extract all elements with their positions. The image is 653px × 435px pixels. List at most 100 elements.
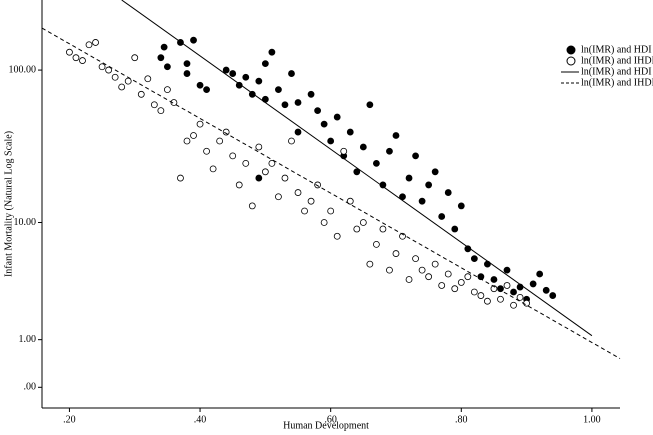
point [163, 86, 171, 94]
point [516, 293, 524, 301]
point [333, 232, 341, 240]
point [261, 168, 269, 176]
x-tick-label: 1.00 [583, 414, 601, 425]
point [288, 70, 295, 77]
point [510, 301, 517, 309]
point [288, 137, 295, 145]
point [255, 174, 263, 182]
legend-marker [566, 45, 576, 55]
point [392, 250, 400, 257]
point [529, 280, 537, 288]
point [503, 266, 511, 274]
point [157, 54, 165, 62]
point [470, 288, 478, 296]
point [85, 41, 93, 49]
point [340, 147, 348, 155]
point [111, 73, 119, 81]
point [314, 107, 322, 115]
point [314, 181, 322, 189]
point [346, 197, 354, 205]
point [451, 225, 459, 233]
point [268, 48, 276, 56]
point [359, 143, 367, 151]
point [124, 77, 132, 85]
point [412, 152, 419, 160]
point [190, 132, 197, 139]
point [405, 276, 413, 283]
legend-label: ln(IMR) and IHDI [581, 77, 653, 88]
point [542, 286, 550, 294]
point [209, 165, 217, 173]
point [170, 99, 178, 106]
x-tick-label: .80 [455, 414, 468, 425]
point [372, 240, 380, 248]
point [386, 266, 393, 274]
point [92, 39, 99, 46]
point [412, 255, 419, 263]
x-tick-label: .60 [324, 414, 337, 425]
point [307, 90, 315, 98]
point [503, 282, 511, 289]
point [392, 132, 400, 139]
point [366, 101, 374, 109]
point [470, 255, 478, 263]
point [320, 219, 328, 226]
point [183, 70, 191, 77]
point [477, 292, 485, 299]
point [353, 168, 361, 176]
point [255, 77, 263, 85]
legend-label: ln(IMR) and HDI [581, 44, 652, 55]
point [281, 101, 289, 109]
point [418, 197, 426, 205]
point [497, 295, 504, 303]
point [118, 83, 126, 91]
point [268, 159, 276, 167]
point [294, 189, 302, 196]
point [160, 43, 168, 51]
point [549, 292, 557, 299]
point [484, 297, 491, 305]
point [464, 273, 472, 281]
point [235, 81, 243, 89]
point [229, 70, 237, 77]
y-tick-label: 10.00 [14, 217, 37, 228]
point [275, 193, 282, 201]
point [327, 207, 335, 215]
point [490, 276, 498, 283]
point [301, 207, 308, 215]
point [510, 288, 517, 296]
point [79, 57, 86, 64]
point [366, 260, 374, 268]
point [425, 181, 433, 189]
point [379, 225, 387, 233]
point [457, 202, 465, 210]
point [196, 120, 204, 128]
point [98, 63, 106, 71]
point [222, 66, 230, 74]
point [275, 86, 282, 94]
point [431, 168, 439, 176]
point [222, 128, 230, 136]
point [346, 128, 354, 136]
point [497, 285, 504, 293]
point [399, 193, 406, 201]
point [477, 273, 485, 281]
y-tick-label: 100.00 [9, 64, 37, 75]
point [144, 75, 152, 83]
point [294, 99, 302, 106]
point [359, 219, 367, 226]
point [105, 66, 113, 74]
point [372, 159, 380, 167]
point [196, 81, 204, 89]
fit-line [41, 27, 621, 359]
point [150, 101, 158, 109]
point [163, 63, 171, 71]
point [294, 128, 302, 136]
point [457, 279, 465, 286]
point [333, 113, 341, 121]
x-tick-label: .20 [63, 414, 76, 425]
point [490, 285, 498, 293]
point [203, 86, 210, 94]
point [131, 54, 139, 62]
